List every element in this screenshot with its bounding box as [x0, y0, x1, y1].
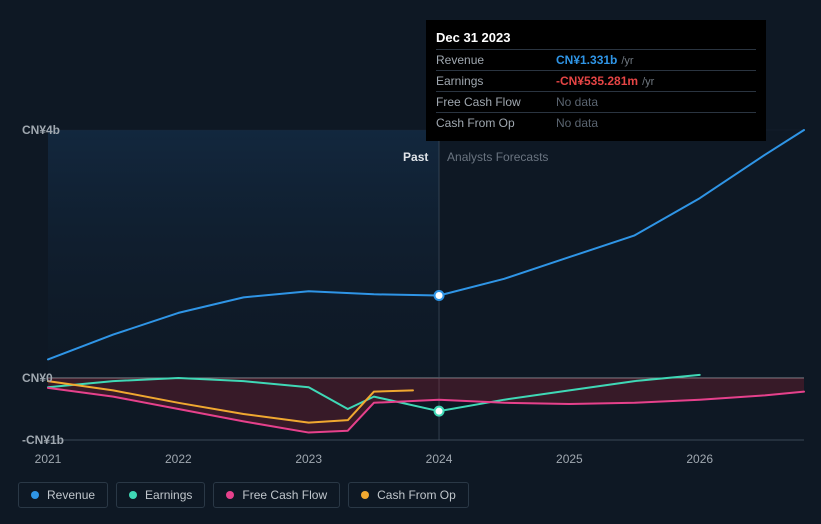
- tooltip-row-value: CN¥1.331b: [556, 53, 617, 67]
- tooltip-row-label: Cash From Op: [436, 116, 556, 130]
- tooltip-row-value: -CN¥535.281m: [556, 74, 638, 88]
- tooltip-row: Earnings-CN¥535.281m/yr: [436, 70, 756, 91]
- tooltip-row-value: No data: [556, 95, 598, 109]
- legend-label: Earnings: [145, 488, 192, 502]
- y-tick-label: -CN¥1b: [22, 433, 64, 447]
- tooltip-row: Free Cash FlowNo data: [436, 91, 756, 112]
- tooltip-row-label: Earnings: [436, 74, 556, 88]
- tooltip-row-unit: /yr: [621, 55, 633, 67]
- region-label-forecast: Analysts Forecasts: [447, 150, 548, 164]
- chart-legend: Revenue Earnings Free Cash Flow Cash From O…: [18, 482, 469, 508]
- legend-item-cfo[interactable]: Cash From Op: [348, 482, 469, 508]
- x-tick-label: 2025: [556, 452, 583, 466]
- x-tick-label: 2026: [686, 452, 713, 466]
- legend-dot-icon: [129, 491, 137, 499]
- legend-dot-icon: [226, 491, 234, 499]
- x-tick-label: 2024: [426, 452, 453, 466]
- legend-item-fcf[interactable]: Free Cash Flow: [213, 482, 340, 508]
- y-tick-label: CN¥4b: [22, 123, 60, 137]
- legend-dot-icon: [361, 491, 369, 499]
- chart-tooltip: Dec 31 2023 RevenueCN¥1.331b/yrEarnings-…: [426, 20, 766, 141]
- legend-dot-icon: [31, 491, 39, 499]
- x-tick-label: 2022: [165, 452, 192, 466]
- legend-label: Cash From Op: [377, 488, 456, 502]
- y-tick-label: CN¥0: [22, 371, 53, 385]
- legend-label: Revenue: [47, 488, 95, 502]
- tooltip-row-label: Revenue: [436, 53, 556, 67]
- tooltip-date: Dec 31 2023: [436, 26, 756, 49]
- tooltip-row: RevenueCN¥1.331b/yr: [436, 49, 756, 70]
- x-tick-label: 2021: [35, 452, 62, 466]
- x-tick-label: 2023: [295, 452, 322, 466]
- tooltip-rows: RevenueCN¥1.331b/yrEarnings-CN¥535.281m/…: [436, 49, 756, 133]
- tooltip-row-unit: /yr: [642, 76, 654, 88]
- financials-chart: Dec 31 2023 RevenueCN¥1.331b/yrEarnings-…: [0, 0, 821, 524]
- tooltip-row-label: Free Cash Flow: [436, 95, 556, 109]
- tooltip-row: Cash From OpNo data: [436, 112, 756, 133]
- region-label-past: Past: [403, 150, 428, 164]
- marker-revenue: [435, 291, 444, 300]
- legend-item-earnings[interactable]: Earnings: [116, 482, 205, 508]
- tooltip-row-value: No data: [556, 116, 598, 130]
- marker-earnings: [435, 407, 444, 416]
- legend-label: Free Cash Flow: [242, 488, 327, 502]
- legend-item-revenue[interactable]: Revenue: [18, 482, 108, 508]
